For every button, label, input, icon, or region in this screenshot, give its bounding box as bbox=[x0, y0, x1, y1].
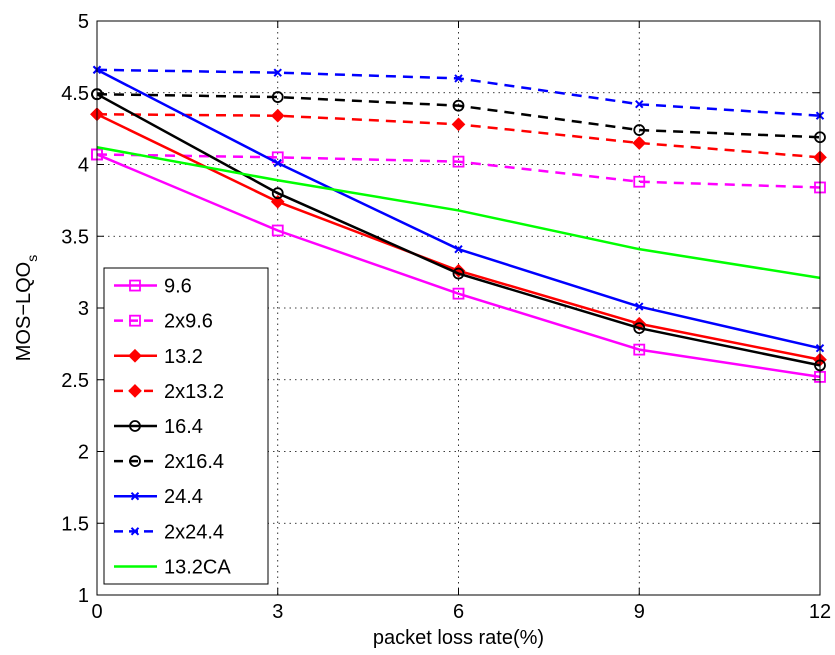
legend-marker bbox=[128, 348, 142, 363]
x-axis-label: packet loss rate(%) bbox=[373, 627, 544, 649]
legend-marker bbox=[129, 455, 141, 468]
data-point bbox=[635, 100, 644, 109]
y-tick-label: 3 bbox=[78, 298, 89, 320]
legend-marker bbox=[129, 314, 141, 327]
legend-label: 16.4 bbox=[164, 416, 203, 438]
legend-entry: 24.4 bbox=[114, 486, 203, 508]
legend-entry: 2x9.6 bbox=[114, 311, 213, 333]
data-point bbox=[270, 194, 285, 209]
y-tick-label: 2.5 bbox=[61, 370, 89, 392]
y-axis-label-main: MOS−LQO bbox=[13, 262, 35, 361]
data-point bbox=[273, 158, 282, 168]
legend-label: 13.2CA bbox=[164, 556, 231, 578]
legend-marker bbox=[129, 279, 141, 292]
y-tick-label: 2 bbox=[78, 442, 89, 464]
y-tick-label: 1.5 bbox=[61, 513, 89, 535]
legend-entry: 9.6 bbox=[114, 276, 192, 298]
axes-box bbox=[96, 20, 821, 596]
data-point bbox=[271, 224, 284, 237]
legend-marker bbox=[129, 420, 141, 432]
data-point bbox=[633, 175, 646, 188]
series-line bbox=[96, 153, 821, 379]
data-point bbox=[273, 68, 282, 77]
x-tick-label: 6 bbox=[453, 601, 464, 623]
y-axis-label: MOS−LQOs bbox=[13, 255, 40, 361]
x-tick-label: 12 bbox=[809, 601, 831, 623]
legend-entry: 2x13.2 bbox=[114, 381, 224, 403]
axes bbox=[96, 20, 821, 596]
data-point bbox=[271, 91, 284, 103]
legend-entry: 16.4 bbox=[114, 416, 203, 438]
series-line bbox=[96, 92, 821, 139]
y-tick-label: 1 bbox=[78, 585, 89, 607]
series-2x16.4 bbox=[91, 88, 826, 144]
legend-entry: 2x24.4 bbox=[114, 521, 224, 543]
legend-label: 2x24.4 bbox=[164, 521, 224, 543]
x-tick-label: 3 bbox=[272, 601, 283, 623]
legend-label: 9.6 bbox=[164, 276, 192, 298]
series-line bbox=[96, 146, 821, 280]
legend-marker bbox=[130, 492, 140, 501]
legend-label: 2x9.6 bbox=[164, 311, 213, 333]
data-point bbox=[632, 136, 647, 150]
tick-labels: 0 3 6 9 12 1 1.5 2 2.5 3 3.5 4 4.5 5 bbox=[61, 11, 831, 623]
legend-marker bbox=[128, 384, 142, 398]
data-point bbox=[452, 99, 465, 112]
data-point bbox=[633, 343, 646, 356]
y-tick-label: 5 bbox=[78, 11, 89, 33]
data-point bbox=[635, 302, 644, 311]
y-tick-label: 4.5 bbox=[61, 83, 89, 105]
data-point bbox=[451, 117, 466, 132]
data-point bbox=[633, 322, 646, 334]
legend-entry: 13.2 bbox=[114, 346, 203, 368]
legend: 9.6 2x9.6 13.2 2x13.2 16.4 2x16.4 24.4 2x24.4 13… bbox=[103, 267, 269, 585]
data-point bbox=[271, 187, 284, 200]
y-tick-label: 4 bbox=[78, 155, 89, 177]
legend-entry: 13.2CA bbox=[114, 556, 231, 578]
legend-label: 2x16.4 bbox=[164, 451, 224, 473]
y-tick-label: 3.5 bbox=[61, 226, 89, 248]
data-point bbox=[452, 155, 465, 168]
data-point bbox=[452, 267, 465, 280]
data-point bbox=[454, 244, 463, 254]
series-line bbox=[96, 93, 821, 367]
data-point bbox=[633, 124, 646, 136]
legend-entry: 2x16.4 bbox=[114, 451, 224, 473]
data-point bbox=[454, 74, 463, 83]
series-lines bbox=[90, 65, 827, 383]
series-13.2CA bbox=[96, 146, 821, 280]
series-line bbox=[96, 153, 821, 189]
x-tick-label: 0 bbox=[91, 601, 102, 623]
data-point bbox=[270, 108, 285, 123]
legend-label: 2x13.2 bbox=[164, 381, 224, 403]
data-point bbox=[452, 287, 465, 300]
legend-marker bbox=[130, 527, 140, 536]
x-tick-label: 9 bbox=[634, 601, 645, 623]
y-axis-label-subscript: s bbox=[24, 255, 40, 262]
legend-label: 13.2 bbox=[164, 346, 203, 368]
legend-label: 24.4 bbox=[164, 486, 203, 508]
